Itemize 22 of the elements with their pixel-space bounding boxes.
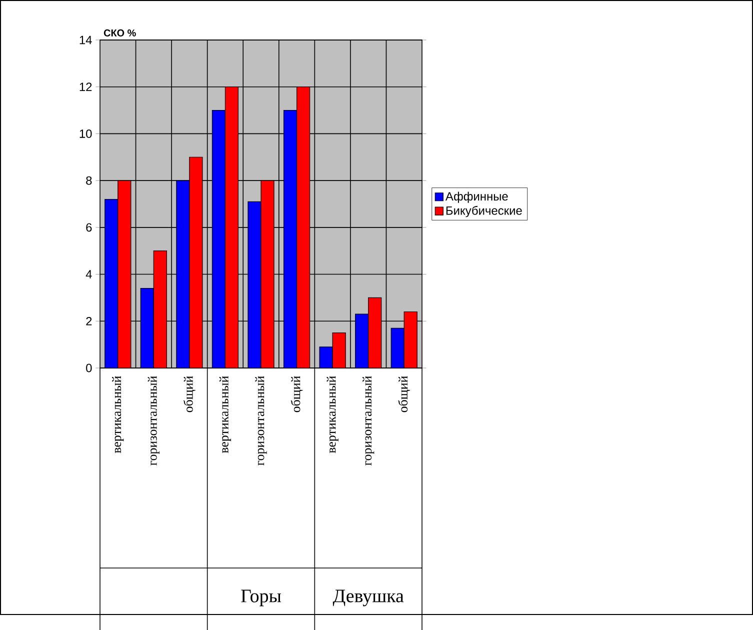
- y-tick-label: 8: [86, 176, 92, 185]
- x-tick-label: общий: [398, 376, 410, 412]
- y-tick-label: 14: [80, 36, 92, 44]
- x-tick-label: вертикальный: [112, 376, 124, 453]
- x-tick-label: горизонтальный: [362, 376, 374, 466]
- y-axis-title: СКО %: [104, 29, 136, 36]
- x-tick-label: вертикальный: [326, 376, 338, 453]
- x-tick-label: общий: [183, 376, 196, 412]
- x-tick-label: горизонтальный: [255, 376, 267, 466]
- y-tick-label: 2: [86, 316, 92, 326]
- x-tick-label: вертикальный: [219, 376, 232, 453]
- y-tick-label: 4: [86, 270, 92, 278]
- y-tick-label: 0: [86, 364, 92, 372]
- y-tick-label: 6: [86, 223, 92, 232]
- text: Девушка: [332, 590, 404, 606]
- y-tick-label: 12: [80, 82, 92, 91]
- text: Горы: [241, 590, 282, 606]
- x-tick-label: общий: [290, 376, 303, 412]
- legend-label: Аффинные: [445, 192, 508, 203]
- y-tick-label: 10: [80, 129, 92, 138]
- legend-label: Бикубические: [446, 206, 522, 217]
- x-tick-label: горизонтальный: [148, 376, 160, 466]
